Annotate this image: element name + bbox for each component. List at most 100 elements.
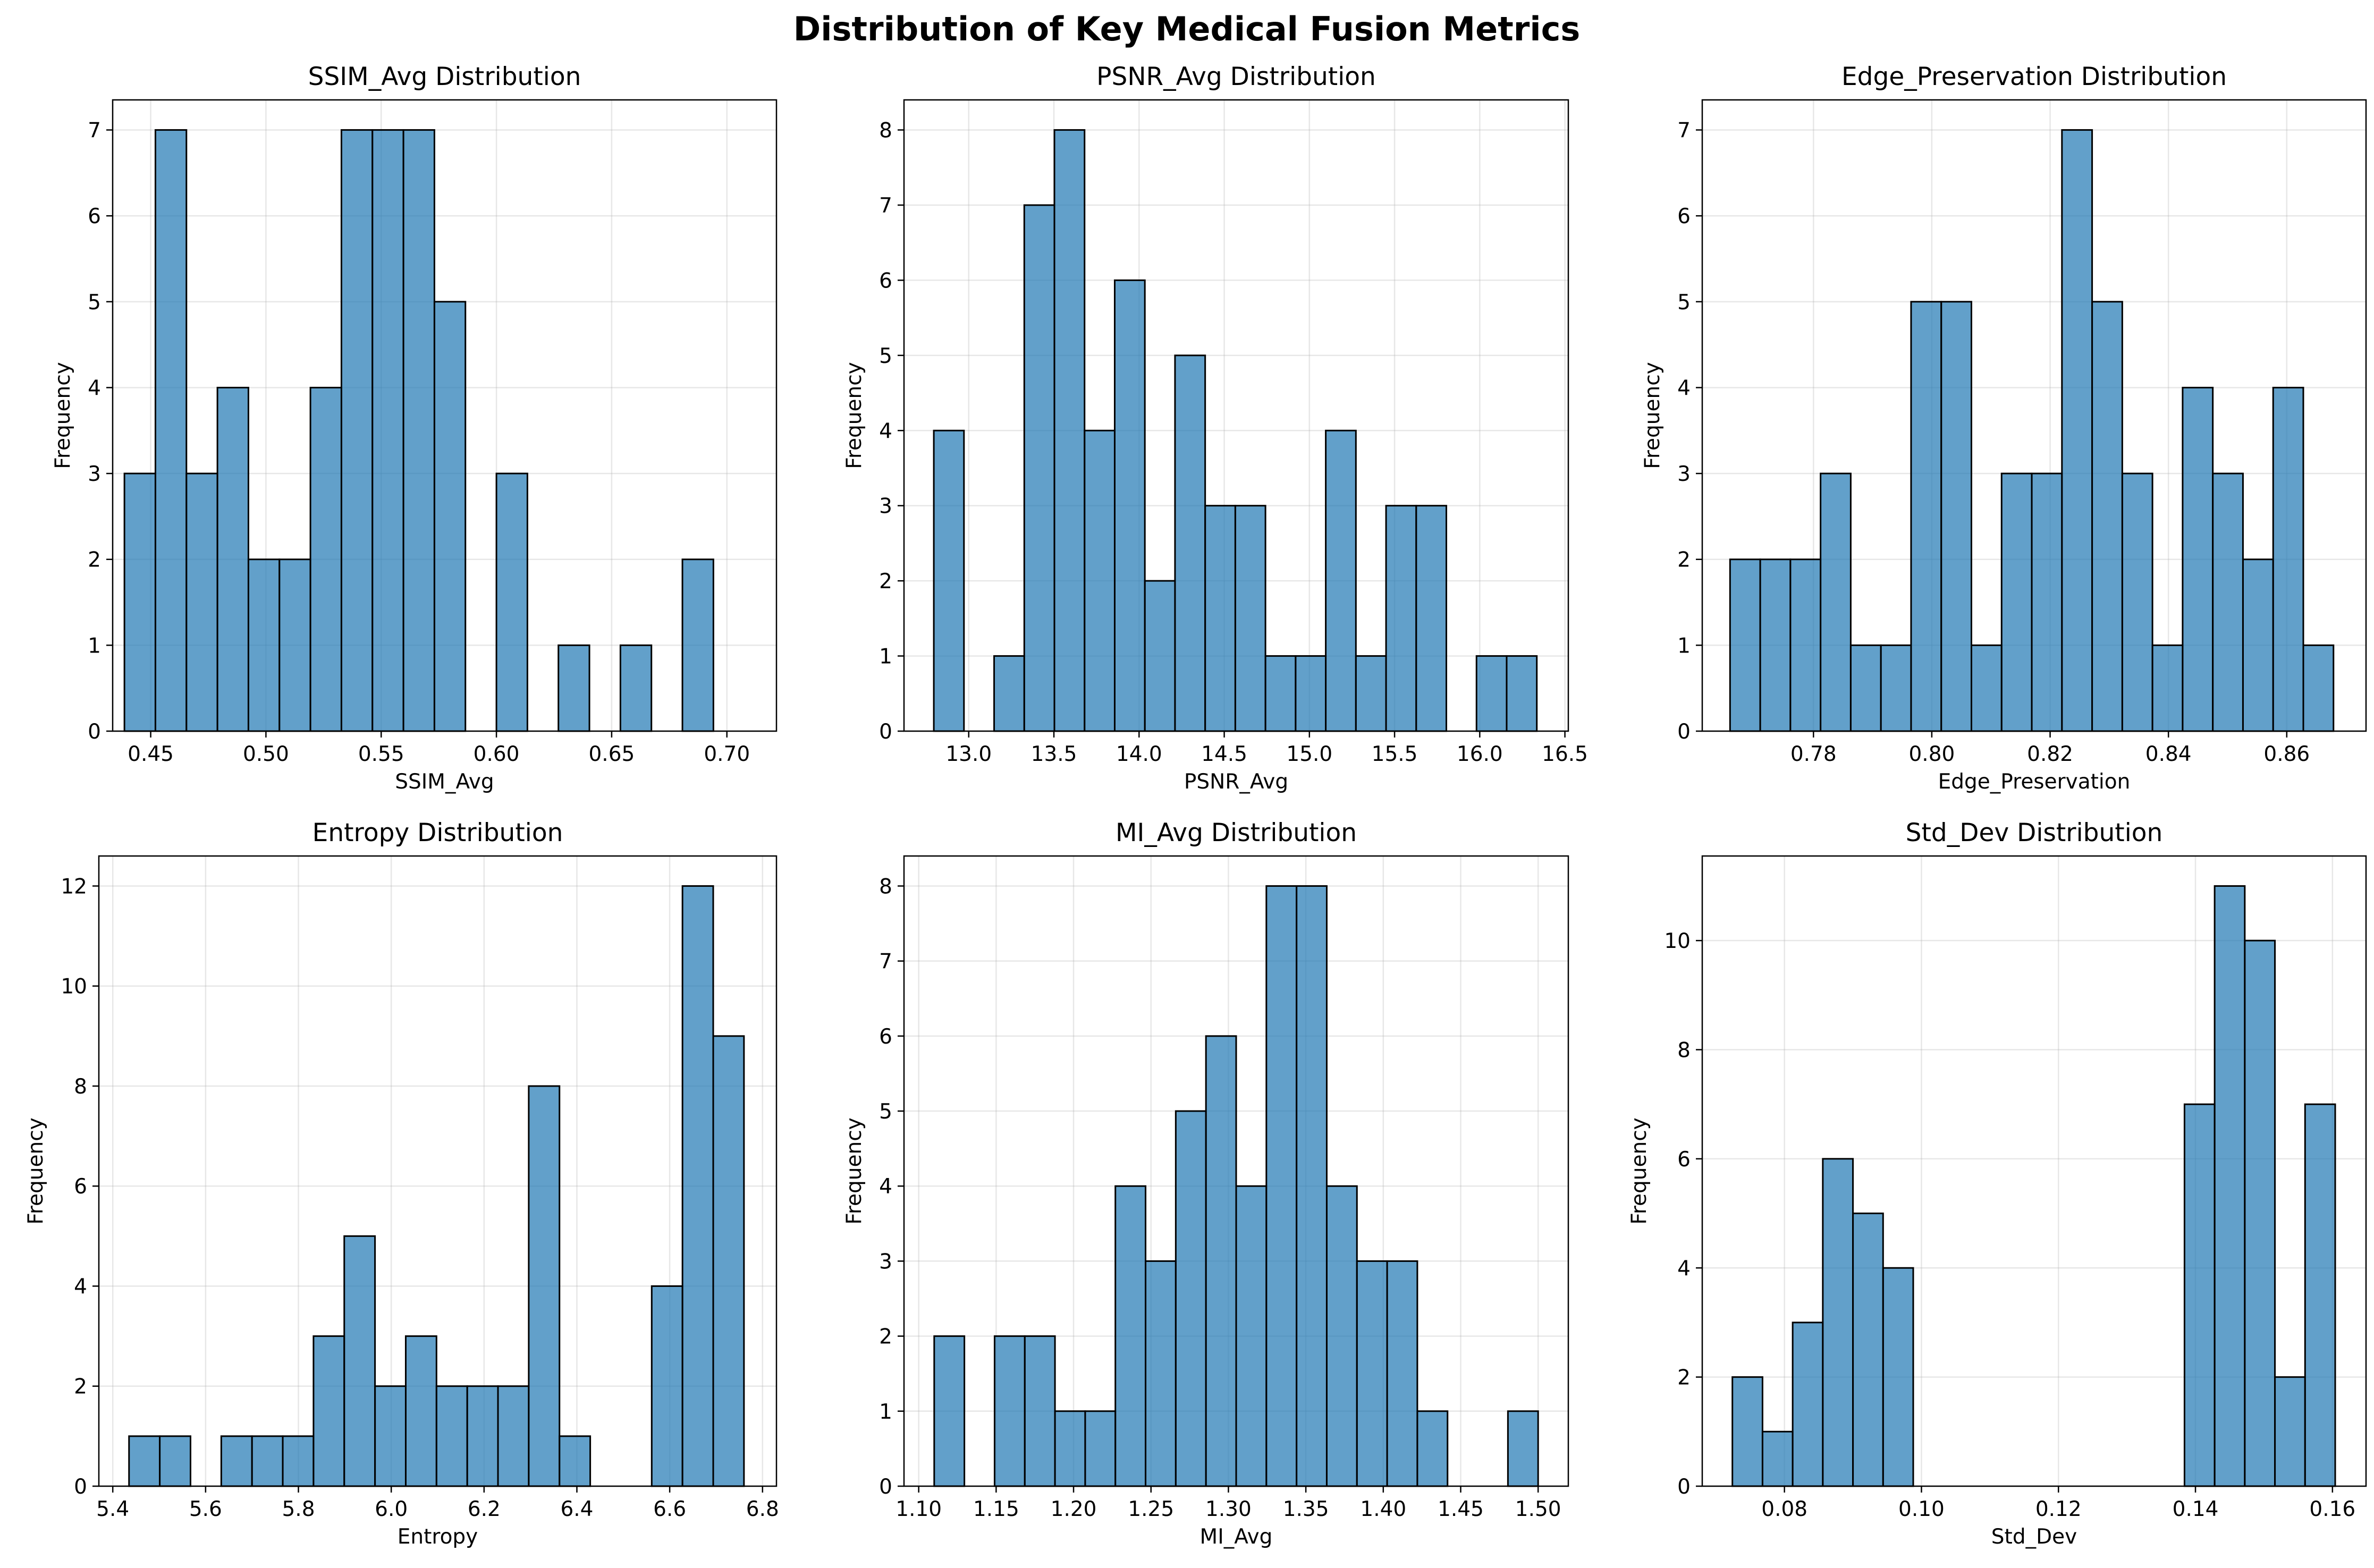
y-axis-label: Frequency xyxy=(842,362,866,469)
y-tick-label: 6 xyxy=(88,205,101,228)
y-tick-label: 7 xyxy=(1677,119,1691,143)
y-tick-label: 12 xyxy=(61,875,87,899)
y-tick-label: 8 xyxy=(74,1075,87,1099)
y-tick-label: 4 xyxy=(74,1275,87,1299)
histogram-bar xyxy=(1325,1185,1358,1487)
histogram-bar xyxy=(343,1235,376,1487)
x-axis-label: PSNR_Avg xyxy=(1184,770,1288,794)
x-tick-label: 6.8 xyxy=(746,1497,779,1521)
histogram-bar xyxy=(1820,472,1852,732)
histogram-bar xyxy=(282,1435,315,1487)
x-tick-label: 0.78 xyxy=(1790,742,1837,766)
y-tick-label: 6 xyxy=(74,1175,87,1199)
histogram-bar xyxy=(216,386,249,732)
axes-frame xyxy=(98,855,778,1487)
y-tick-label: 2 xyxy=(1677,1366,1691,1390)
histogram-bar xyxy=(681,885,714,1487)
histogram-bar xyxy=(1204,505,1236,732)
x-tick-label: 1.35 xyxy=(1283,1497,1329,1521)
axes-frame xyxy=(112,99,778,732)
x-tick-label: 0.14 xyxy=(2173,1497,2219,1521)
histogram-bar xyxy=(712,1035,745,1487)
x-tick-label: 0.16 xyxy=(2309,1497,2355,1521)
x-axis-label: Entropy xyxy=(398,1525,478,1549)
histogram-bar xyxy=(1940,301,1973,732)
histogram-bar xyxy=(528,1085,561,1487)
x-tick-label: 1.45 xyxy=(1438,1497,1484,1521)
histogram-bar xyxy=(2031,472,2063,732)
y-tick-label: 7 xyxy=(879,950,892,974)
y-tick-label: 3 xyxy=(1677,462,1691,486)
x-tick-label: 0.70 xyxy=(704,742,750,766)
histogram-bar xyxy=(2242,558,2274,732)
histogram-bar xyxy=(251,1435,284,1487)
histogram-bar xyxy=(1234,505,1266,732)
histogram-bar xyxy=(1113,279,1146,732)
x-tick-label: 0.80 xyxy=(1908,742,1955,766)
histogram-bar xyxy=(1971,644,2003,732)
x-tick-label: 1.40 xyxy=(1360,1497,1406,1521)
x-tick-label: 14.5 xyxy=(1201,742,1247,766)
y-tick-label: 0 xyxy=(74,1475,87,1499)
panel-title: MI_Avg Distribution xyxy=(1116,818,1357,847)
histogram-bar xyxy=(1174,354,1206,732)
histogram-panel-6: 0.08 0.10 0.12 0.14 0.16 0 2 4 6 8 10 Std_Dev Distr… xyxy=(1627,818,2367,1549)
histogram-bar xyxy=(2214,885,2246,1487)
histogram-bar xyxy=(1145,1260,1177,1487)
panel-title: Edge_Preservation Distribution xyxy=(1841,62,2227,91)
x-tick-label: 13.5 xyxy=(1031,742,1077,766)
x-tick-label: 5.4 xyxy=(96,1497,129,1521)
histogram-bar xyxy=(1759,558,1792,732)
x-tick-label: 16.5 xyxy=(1542,742,1588,766)
panel-title: PSNR_Avg Distribution xyxy=(1096,62,1376,91)
y-tick-label: 10 xyxy=(61,975,87,999)
histogram-bar xyxy=(1789,558,1822,732)
histogram-bar xyxy=(1264,655,1297,732)
histogram-bar xyxy=(128,1435,161,1487)
y-tick-label: 1 xyxy=(1677,634,1691,658)
histogram-bar xyxy=(495,472,528,732)
histogram-bar xyxy=(1144,580,1176,732)
axes-frame xyxy=(903,99,1569,732)
figure-title: Distribution of Key Medical Fusion Metri… xyxy=(793,10,1581,48)
x-tick-label: 6.4 xyxy=(560,1497,593,1521)
x-axis-label: Edge_Preservation xyxy=(1938,770,2131,794)
histogram-bar xyxy=(1356,1260,1388,1487)
histogram-bar xyxy=(2272,386,2304,732)
x-tick-label: 0.08 xyxy=(1761,1497,1807,1521)
y-tick-label: 4 xyxy=(879,1175,892,1199)
y-tick-label: 4 xyxy=(88,376,101,400)
histogram-bar xyxy=(1386,1260,1418,1487)
x-tick-label: 1.10 xyxy=(895,1497,942,1521)
histogram-bar xyxy=(1024,1335,1056,1487)
histogram-bar xyxy=(559,1435,592,1487)
histogram-bar xyxy=(497,1385,530,1487)
x-tick-label: 13.0 xyxy=(945,742,992,766)
histogram-bar xyxy=(1507,1410,1539,1487)
histogram-bar xyxy=(2274,1376,2306,1487)
histogram-bar xyxy=(1054,1410,1086,1487)
y-tick-label: 5 xyxy=(88,291,101,315)
histogram-bar xyxy=(1880,644,1912,732)
histogram-bar xyxy=(2182,386,2214,732)
x-tick-label: 15.0 xyxy=(1286,742,1332,766)
y-axis-label: Frequency xyxy=(1641,362,1665,469)
x-tick-label: 0.65 xyxy=(588,742,635,766)
x-tick-label: 0.82 xyxy=(2027,742,2073,766)
y-tick-label: 10 xyxy=(1664,929,1691,953)
histogram-bar xyxy=(1053,129,1086,732)
panel-title: Entropy Distribution xyxy=(312,818,563,847)
histogram-panel-4: 5.4 5.6 5.8 6.0 6.2 6.4 6.6 6.8 0 2 4 6 8 10 12 Entropy… xyxy=(24,818,779,1549)
x-tick-label: 14.0 xyxy=(1116,742,1162,766)
histogram-bar xyxy=(1325,429,1357,732)
y-tick-label: 7 xyxy=(879,194,892,218)
y-tick-label: 6 xyxy=(879,269,892,293)
y-axis-label: Frequency xyxy=(51,362,75,469)
y-tick-label: 8 xyxy=(879,119,892,143)
histogram-bar xyxy=(557,644,590,732)
y-tick-label: 6 xyxy=(1677,205,1691,228)
histogram-bar xyxy=(619,644,653,732)
histogram-bar xyxy=(374,1385,407,1487)
histogram-bar xyxy=(1882,1267,1914,1487)
histogram-bar xyxy=(1114,1185,1147,1487)
